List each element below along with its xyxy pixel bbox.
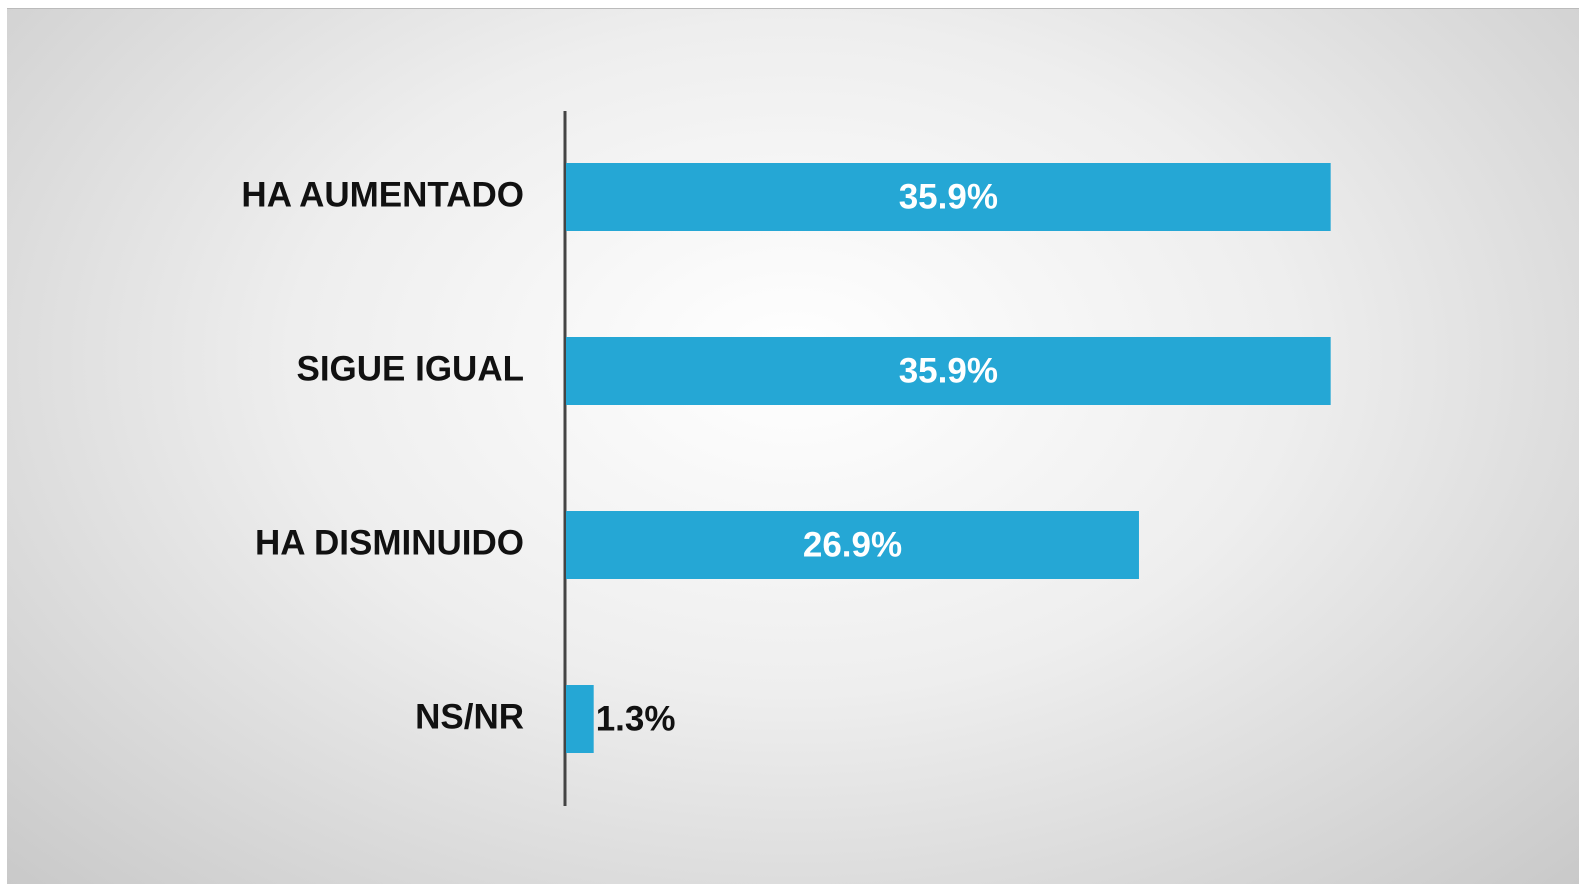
bar bbox=[566, 337, 1331, 405]
data-label: 35.9% bbox=[899, 351, 998, 390]
category-label: SIGUE IGUAL bbox=[296, 349, 524, 388]
slide-background bbox=[7, 8, 1579, 884]
bar bbox=[566, 685, 594, 753]
bar bbox=[566, 163, 1331, 231]
data-label: 26.9% bbox=[803, 525, 902, 564]
data-label: 1.3% bbox=[596, 699, 676, 738]
category-label: HA DISMINUIDO bbox=[255, 523, 524, 562]
category-label: HA AUMENTADO bbox=[241, 175, 524, 214]
category-label: NS/NR bbox=[415, 697, 524, 736]
data-label: 35.9% bbox=[899, 177, 998, 216]
bar bbox=[566, 511, 1139, 579]
